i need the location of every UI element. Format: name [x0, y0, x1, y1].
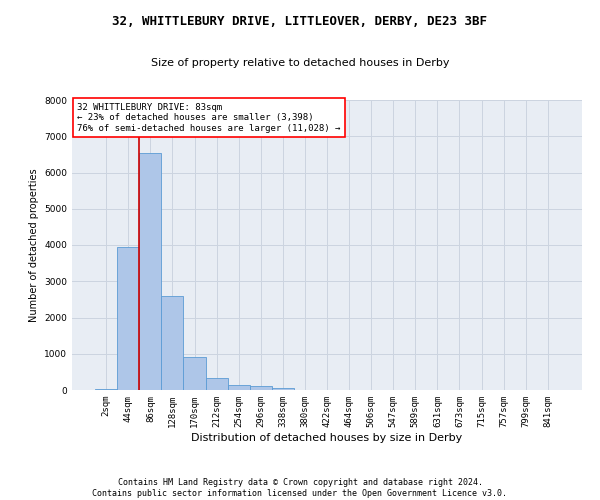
Bar: [227, 386, 250, 390]
Bar: [206, 378, 227, 390]
Text: 32, WHITTLEBURY DRIVE, LITTLEOVER, DERBY, DE23 3BF: 32, WHITTLEBURY DRIVE, LITTLEOVER, DERBY…: [113, 15, 487, 28]
Bar: [184, 358, 206, 390]
Text: Size of property relative to detached houses in Derby: Size of property relative to detached ho…: [151, 58, 449, 68]
Bar: [139, 152, 161, 390]
X-axis label: Distribution of detached houses by size in Derby: Distribution of detached houses by size …: [191, 432, 463, 442]
Y-axis label: Number of detached properties: Number of detached properties: [29, 168, 38, 322]
Text: Contains HM Land Registry data © Crown copyright and database right 2024.
Contai: Contains HM Land Registry data © Crown c…: [92, 478, 508, 498]
Bar: [161, 296, 184, 390]
Text: 32 WHITTLEBURY DRIVE: 83sqm
← 23% of detached houses are smaller (3,398)
76% of : 32 WHITTLEBURY DRIVE: 83sqm ← 23% of det…: [77, 103, 340, 132]
Bar: [117, 247, 139, 390]
Bar: [272, 388, 294, 390]
Bar: [95, 389, 117, 390]
Bar: [250, 386, 272, 390]
